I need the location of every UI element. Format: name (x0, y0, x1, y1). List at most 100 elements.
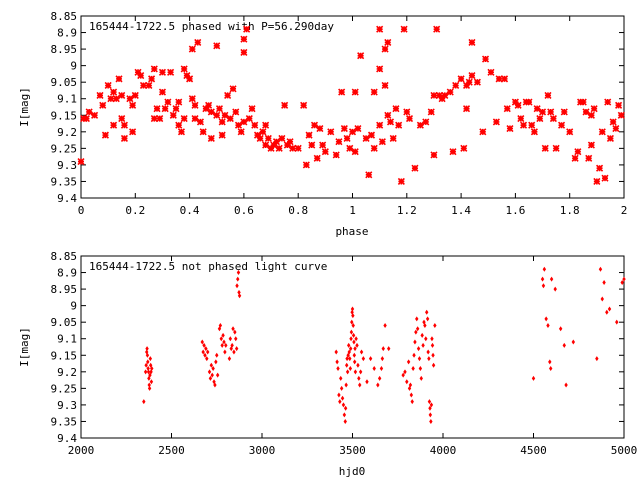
phased-data-point (367, 131, 376, 139)
phased-data-point (316, 124, 324, 133)
unphased-data-point (348, 346, 353, 352)
unphased-data-point (343, 418, 347, 424)
unphased-data-point (149, 369, 153, 375)
phased-data-point (310, 121, 319, 129)
phased-data-point (191, 101, 199, 109)
phased-y-tick-label: 9.1 (57, 93, 77, 106)
unphased-data-point (337, 392, 341, 398)
unphased-data-point (142, 399, 146, 405)
phased-data-point (340, 124, 348, 133)
phased-data-point (376, 25, 384, 33)
unphased-data-point (359, 349, 364, 355)
unphased-data-point (414, 329, 418, 335)
unphased-data-point (208, 375, 213, 381)
unphased-data-point (542, 266, 547, 272)
phased-data-point (308, 141, 316, 149)
phased-data-point (595, 164, 604, 172)
unphased-data-point (201, 349, 205, 355)
phased-data-point (351, 148, 359, 156)
unphased-y-tick-label: 9.05 (51, 316, 78, 329)
unphased-data-point (218, 322, 223, 328)
phased-data-point (433, 25, 441, 33)
phased-data-point (272, 138, 281, 146)
phased-y-tick-label: 9.05 (51, 76, 78, 89)
phased-light-curve-panel: 165444-1722.5 phased with P=56.290day ph… (18, 10, 627, 238)
phased-data-point (416, 121, 424, 129)
unphased-data-point (540, 276, 545, 282)
unphased-y-tick-label: 9.2 (57, 366, 77, 379)
unphased-data-point (215, 372, 220, 378)
phased-data-point (357, 52, 365, 60)
unphased-y-tick-label: 8.95 (51, 283, 78, 296)
unphased-data-point (144, 362, 148, 368)
phased-data-point (167, 68, 175, 76)
unphased-data-point (147, 375, 151, 381)
unphased-data-point (203, 352, 207, 358)
phased-data-point (145, 81, 153, 90)
phased-data-point (153, 105, 161, 113)
unphased-y-tick-label: 9 (70, 300, 77, 313)
unphased-data-point (149, 379, 154, 385)
phased-data-point (180, 65, 188, 73)
unphased-data-point (233, 329, 237, 335)
unphased-data-point (383, 322, 387, 328)
phased-data-point (110, 121, 118, 129)
phased-data-point (281, 101, 289, 109)
unphased-data-point (146, 369, 151, 375)
phased-data-point (110, 88, 118, 96)
phased-data-point (519, 121, 528, 129)
phased-data-point (362, 134, 370, 143)
unphased-data-point (204, 346, 208, 352)
unphased-data-point (348, 356, 352, 362)
phased-y-axis-label: I[mag] (18, 87, 31, 127)
phased-data-point (294, 144, 302, 152)
phased-data-point (571, 154, 579, 162)
unphased-data-point (150, 366, 154, 372)
phased-data-point (158, 88, 167, 96)
unphased-y-tick-label: 9.1 (57, 333, 77, 346)
phased-data-point (319, 141, 327, 149)
unphased-data-point (210, 372, 214, 378)
phased-data-point (517, 115, 525, 123)
phased-data-point (191, 115, 199, 123)
unphased-data-point (223, 349, 227, 355)
unphased-data-point (217, 326, 222, 332)
unphased-x-tick-label: 3500 (339, 444, 366, 457)
unphased-data-point (571, 339, 576, 345)
unphased-y-tick-label: 8.85 (51, 250, 78, 263)
unphased-data-point (419, 375, 423, 381)
phased-data-point (452, 81, 460, 90)
phased-data-point (229, 85, 237, 93)
unphased-data-point (234, 346, 239, 352)
phased-data-point (245, 115, 253, 123)
unphased-data-point (146, 366, 150, 372)
phased-data-point (422, 118, 430, 126)
phased-data-point (77, 158, 85, 166)
phased-data-point (183, 71, 191, 80)
phased-x-tick-label: 0 (78, 204, 85, 217)
unphased-data-point (234, 336, 238, 342)
phased-data-point (262, 141, 270, 149)
phased-data-point (240, 118, 248, 126)
phased-data-point (101, 131, 110, 139)
unphased-data-point (352, 339, 356, 345)
phased-y-tick-label: 8.85 (51, 10, 78, 23)
unphased-data-point (345, 362, 349, 368)
phased-data-point (351, 88, 359, 96)
phased-data-point (118, 115, 126, 123)
phased-data-point (601, 174, 609, 182)
phased-data-point (131, 91, 139, 99)
phased-data-point (511, 98, 519, 106)
unphased-data-point (405, 379, 409, 385)
phased-data-point (186, 75, 194, 83)
phased-data-point (465, 78, 473, 86)
unphased-data-point (148, 362, 153, 368)
unphased-x-tick-label: 4500 (520, 444, 547, 457)
unphased-data-point (209, 362, 214, 368)
unphased-data-point (353, 346, 357, 352)
phased-data-point (164, 98, 172, 106)
unphased-data-point (549, 276, 554, 282)
phased-data-point (205, 101, 213, 109)
unphased-data-point (379, 366, 384, 372)
phased-data-points (77, 25, 625, 186)
